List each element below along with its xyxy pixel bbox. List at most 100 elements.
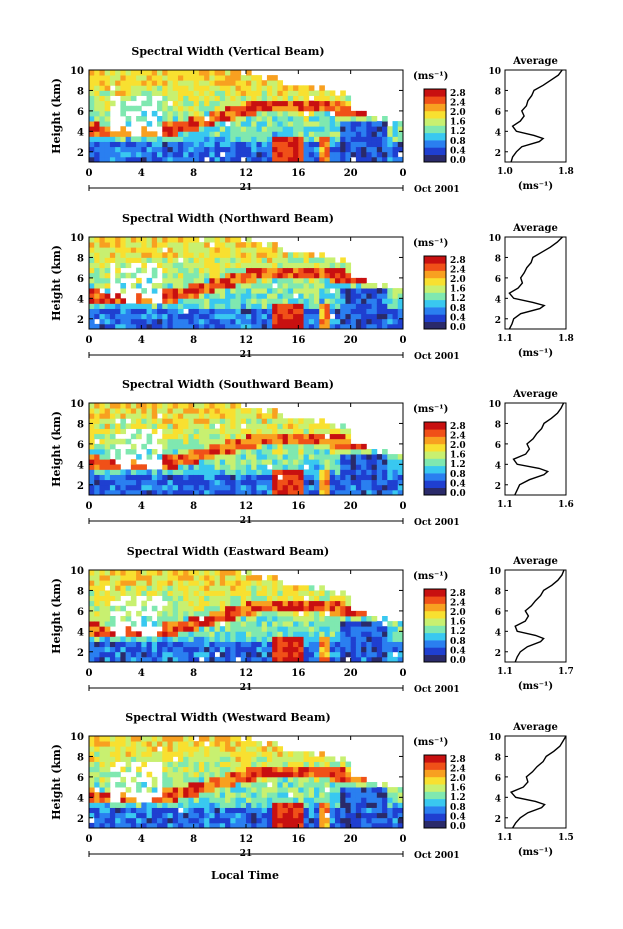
heatmap-cell [130,85,137,91]
heatmap-cell [293,797,299,803]
heatmap-cell [334,605,341,612]
heatmap-cell [125,741,132,747]
heatmap-cell [193,151,200,158]
heatmap-cell [324,595,331,602]
heatmap-cell [225,293,231,299]
heatmap-cell [345,267,352,274]
heatmap-cell [319,283,325,289]
heatmap-cell [130,812,137,819]
heatmap-cell [387,469,393,475]
heatmap-cell [340,449,346,455]
heatmap-cell [125,600,132,607]
heatmap-cell [387,822,393,829]
heatmap-cell [109,418,116,424]
heatmap-cell [293,438,299,445]
heatmap-cell [329,146,336,153]
heatmap-cell [99,776,106,783]
heatmap-cell [256,590,263,596]
heatmap-cell [240,303,247,309]
heatmap-cell [392,146,399,153]
heatmap-cell [115,413,121,419]
x-tick-label: 4 [138,168,145,179]
heatmap-cell [376,474,383,481]
heatmap-cell [130,600,137,607]
x-tick-label: 4 [138,834,145,845]
heatmap-cell [266,151,273,158]
heatmap-cell [157,484,163,491]
heatmap-cell [287,110,294,117]
heatmap-cell [240,626,247,632]
heatmap-cell [235,621,242,627]
heatmap-cell [177,323,184,330]
heatmap-cell [240,267,247,274]
heatmap-cell [89,413,95,419]
heatmap-cell [172,822,179,829]
heatmap-cell [266,283,273,289]
heatmap-cell [219,449,226,455]
heatmap-cell [376,812,383,819]
heatmap-cell [277,156,284,163]
heatmap-cell [94,761,100,768]
heatmap-cell [109,70,116,76]
heatmap-cell [246,438,252,445]
heatmap-cell [115,438,121,445]
heatmap-cell [109,443,116,450]
heatmap-cell [130,474,137,481]
heatmap-cell [188,469,195,475]
heatmap-cell [235,252,242,258]
heatmap-cell [272,116,278,122]
heatmap-cell [256,626,263,632]
heatmap-cell [340,656,346,663]
heatmap-cell [89,454,95,460]
heatmap-cell [120,641,127,648]
heatmap-cell [188,746,195,752]
heatmap-cell [94,413,100,419]
heatmap-cell [314,651,320,658]
heatmap-cell [89,575,95,581]
colorbar-tick-label: 0.4 [450,313,466,323]
heatmap-cell [177,766,184,773]
heatmap-cell [157,756,163,762]
heatmap-cell [162,756,168,762]
heatmap-cell [282,474,289,481]
heatmap-cell [198,105,205,112]
heatmap-cell [146,85,153,91]
heatmap-cell [146,408,153,414]
x-tick-label: 4 [138,501,145,512]
colorbar-swatch [424,596,446,604]
heatmap-cell [314,298,320,304]
heatmap-cell [125,646,132,653]
heatmap-cell [115,575,121,581]
heatmap-cell [230,605,236,612]
heatmap-cell [130,484,137,491]
heatmap-cell [94,308,100,315]
heatmap-cell [382,121,388,127]
heatmap-cell [89,242,95,248]
heatmap-cell [130,252,137,258]
heatmap-cell [261,449,268,455]
heatmap-cell [167,90,174,96]
heatmap-cell [94,631,100,637]
heatmap-cell [141,575,147,581]
heatmap-cell [298,807,304,814]
heatmap-cell [261,610,268,617]
heatmap-cell [141,484,147,491]
heatmap-cell [266,288,273,294]
heatmap-cell [115,585,121,591]
heatmap-cell [266,116,273,122]
heatmap-cell [235,126,242,132]
x-tick-label: 4 [138,668,145,679]
heatmap-cell [104,646,111,653]
heatmap-cell [287,766,294,773]
heatmap-cell [167,136,174,142]
heatmap-cell [319,761,325,768]
heatmap-cell [272,600,278,607]
heatmap-cell [230,116,236,122]
heatmap-cell [235,288,242,294]
heatmap-cell [303,621,310,627]
heatmap-cell [256,252,263,258]
chart-title: Spectral Width (Westward Beam) [125,711,330,724]
heatmap-cell [115,651,121,658]
heatmap-cell [298,85,304,91]
heatmap-cell [392,797,399,803]
